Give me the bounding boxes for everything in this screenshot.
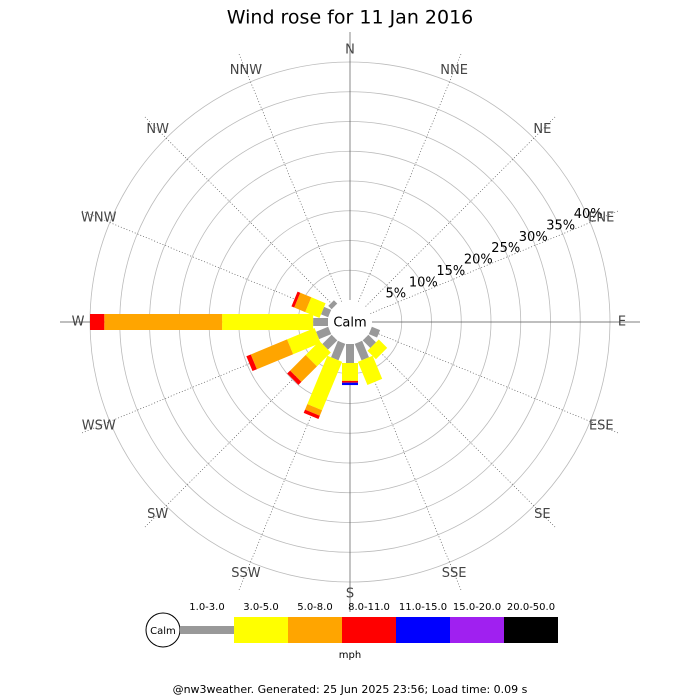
- bar-segment: [294, 292, 312, 313]
- direction-label: NE: [533, 122, 551, 137]
- direction-label: W: [72, 315, 85, 330]
- bar-segment: [342, 380, 358, 383]
- direction-label: S: [346, 587, 354, 602]
- legend: Calm mph 1.0-3.0 3.0-5.0 5.0-8.0 8.0-11.0 11…: [145, 602, 558, 661]
- bar-segment: [354, 340, 369, 361]
- direction-label: SW: [147, 507, 168, 522]
- legend-label: 5.0-8.0: [297, 602, 332, 613]
- chart-title: Wind rose for 11 Jan 2016: [227, 7, 474, 29]
- direction-label: ESE: [589, 419, 614, 434]
- legend-unit: mph: [339, 650, 361, 661]
- direction-label: N: [345, 43, 355, 58]
- plot-area: 5%10%15%20%25%30%35%40%NNNENEENEEESESESS…: [60, 32, 640, 612]
- direction-label: ENE: [588, 210, 614, 225]
- bar-segment: [368, 326, 381, 338]
- bar-segment: [362, 334, 376, 348]
- bar-segment: [322, 334, 338, 350]
- bar-segment: [316, 326, 332, 340]
- ring-label: 35%: [546, 218, 575, 233]
- bar-segment: [287, 328, 321, 355]
- bar-segment: [305, 297, 326, 319]
- bar-segment: [313, 318, 328, 326]
- legend-label: 11.0-15.0: [399, 602, 447, 613]
- bar-segment: [290, 355, 317, 382]
- bar-segment: [303, 409, 320, 420]
- bar-segment: [305, 404, 323, 416]
- bar-segment: [305, 341, 331, 367]
- legend-swatch: [396, 617, 450, 643]
- calm-label: Calm: [333, 316, 366, 331]
- footer: @nw3weather. Generated: 25 Jun 2025 23:5…: [173, 683, 528, 696]
- legend-label: 3.0-5.0: [243, 602, 278, 613]
- legend-label: 15.0-20.0: [453, 602, 501, 613]
- legend-calm-label: Calm: [150, 626, 176, 637]
- bar-segment: [342, 382, 358, 386]
- bar-segment: [222, 314, 314, 330]
- ring-label: 10%: [409, 275, 438, 290]
- bar-segment: [367, 339, 388, 360]
- direction-label: NNW: [230, 63, 262, 78]
- bar-segment: [346, 344, 354, 364]
- legend-swatch: [234, 617, 288, 643]
- bar-segment: [246, 354, 257, 372]
- bar-segment: [328, 300, 338, 310]
- bar-segment: [357, 355, 383, 385]
- direction-label: SSE: [442, 566, 467, 581]
- bar-segment: [331, 340, 346, 361]
- bar-segment: [90, 314, 105, 330]
- legend-swatch: [288, 617, 342, 643]
- calm-circle: [328, 300, 372, 344]
- bar-segment: [250, 339, 294, 370]
- direction-label: SSW: [231, 566, 261, 581]
- legend-swatch: [450, 617, 504, 643]
- ring-label: 30%: [519, 230, 548, 245]
- ring-label: 20%: [464, 253, 493, 268]
- legend-swatch: [504, 617, 558, 643]
- bar-segment: [287, 370, 302, 385]
- ring-label: 25%: [491, 241, 520, 256]
- legend-label: 1.0-3.0: [189, 602, 224, 613]
- legend-swatch: [342, 617, 396, 643]
- direction-label: NW: [146, 122, 169, 137]
- direction-label: SE: [534, 507, 550, 522]
- bar-segment: [320, 306, 332, 318]
- legend-label: 8.0-11.0: [348, 602, 390, 613]
- bar-segment: [104, 314, 223, 330]
- ring-label: 15%: [436, 264, 465, 279]
- bar-segment: [342, 363, 358, 381]
- legend-label: 20.0-50.0: [507, 602, 555, 613]
- legend-swatch: [180, 626, 234, 634]
- bar-segment: [307, 355, 343, 411]
- bar-segment: [291, 291, 301, 308]
- ring-label: 5%: [385, 287, 406, 302]
- direction-label: WSW: [82, 419, 116, 434]
- ring-label: 40%: [574, 207, 603, 222]
- direction-label: NNE: [440, 63, 468, 78]
- direction-label: WNW: [81, 210, 117, 225]
- direction-label: E: [618, 315, 626, 330]
